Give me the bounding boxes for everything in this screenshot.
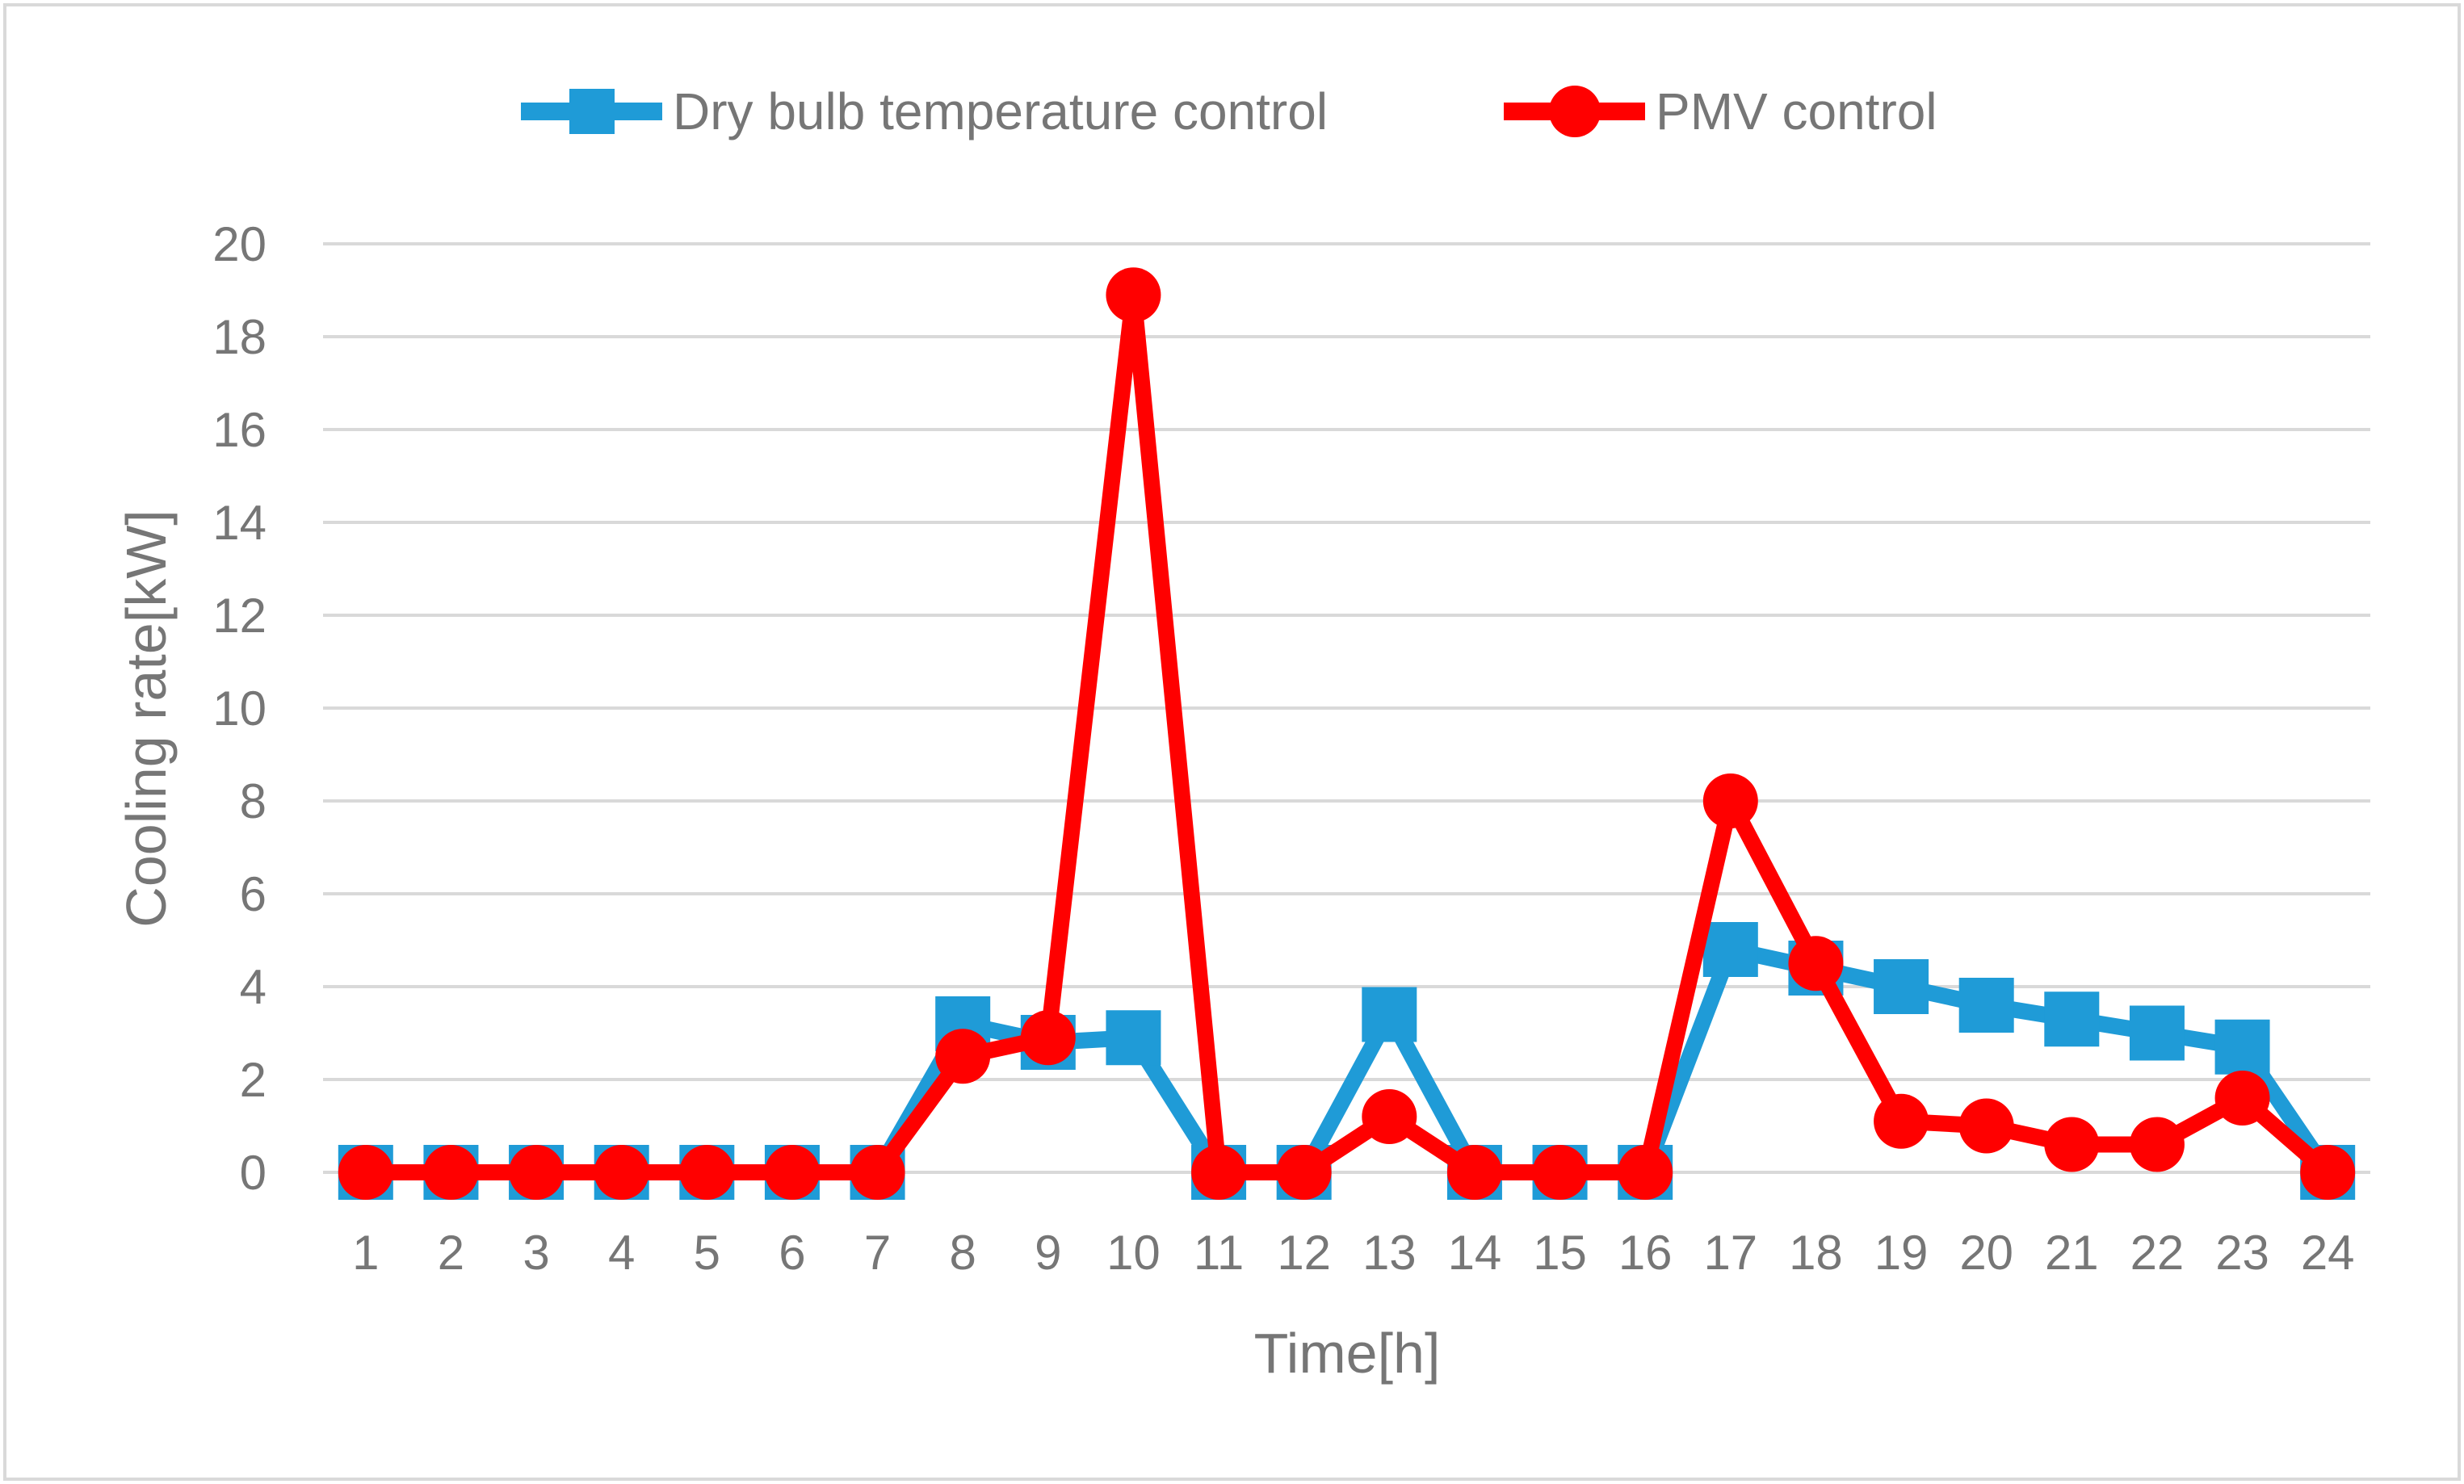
x-tick-label-13: 13 xyxy=(1362,1226,1417,1280)
data-point-pmv-5[interactable] xyxy=(679,1145,735,1200)
y-tick-label-0: 0 xyxy=(240,1146,267,1200)
data-point-pmv-14[interactable] xyxy=(1446,1145,1502,1200)
data-point-dry-bulb-17[interactable] xyxy=(1702,922,1758,977)
y-tick-label-2: 2 xyxy=(240,1053,267,1107)
data-point-pmv-6[interactable] xyxy=(764,1145,820,1200)
data-point-dry-bulb-10[interactable] xyxy=(1106,1010,1161,1066)
y-tick-label-10: 10 xyxy=(212,681,267,736)
x-tick-label-16: 16 xyxy=(1618,1226,1673,1280)
legend-marker-circle-icon xyxy=(1549,86,1601,137)
x-tick-label-12: 12 xyxy=(1277,1226,1331,1280)
data-point-dry-bulb-19[interactable] xyxy=(1874,959,1929,1014)
legend-label-dry-bulb: Dry bulb temperature control xyxy=(673,82,1328,140)
x-tick-label-11: 11 xyxy=(1194,1226,1244,1280)
y-tick-label-14: 14 xyxy=(212,496,267,550)
data-point-dry-bulb-21[interactable] xyxy=(2044,991,2100,1047)
y-tick-label-8: 8 xyxy=(240,774,267,828)
data-point-pmv-15[interactable] xyxy=(1532,1145,1588,1200)
x-tick-label-14: 14 xyxy=(1448,1226,1502,1280)
y-tick-label-4: 4 xyxy=(240,960,267,1014)
x-tick-label-4: 4 xyxy=(608,1226,635,1280)
x-tick-label-24: 24 xyxy=(2301,1226,2355,1280)
data-point-pmv-18[interactable] xyxy=(1788,936,1844,991)
x-tick-label-15: 15 xyxy=(1533,1226,1587,1280)
data-point-pmv-10[interactable] xyxy=(1106,267,1161,323)
data-point-pmv-12[interactable] xyxy=(1276,1145,1332,1200)
legend-label-pmv: PMV control xyxy=(1656,82,1937,140)
data-point-pmv-9[interactable] xyxy=(1020,1010,1076,1066)
x-tick-label-20: 20 xyxy=(1959,1226,2013,1280)
x-tick-label-8: 8 xyxy=(950,1226,976,1280)
x-axis-title: Time[h] xyxy=(1254,1322,1441,1385)
x-tick-label-3: 3 xyxy=(523,1226,549,1280)
y-tick-label-16: 16 xyxy=(212,403,267,457)
y-axis-title: Cooling rate[kW] xyxy=(115,509,178,927)
legend: Dry bulb temperature control PMV control xyxy=(521,82,1937,140)
x-tick-label-1: 1 xyxy=(352,1226,379,1280)
data-point-pmv-21[interactable] xyxy=(2044,1117,2100,1172)
data-point-dry-bulb-23[interactable] xyxy=(2214,1019,2270,1075)
data-point-pmv-24[interactable] xyxy=(2300,1145,2356,1200)
y-tick-label-6: 6 xyxy=(240,867,267,921)
data-point-pmv-3[interactable] xyxy=(509,1145,565,1200)
data-point-pmv-1[interactable] xyxy=(338,1145,393,1200)
data-point-pmv-19[interactable] xyxy=(1874,1093,1929,1149)
chart-frame xyxy=(3,3,2461,1481)
data-point-pmv-7[interactable] xyxy=(850,1145,905,1200)
x-axis-ticks: 1 2 3 4 5 6 7 8 9 10 11 12 13 14 15 16 17 18 19 20 21 22 23 24 xyxy=(352,1226,2354,1280)
y-tick-label-20: 20 xyxy=(212,217,267,271)
legend-item-pmv[interactable]: PMV control xyxy=(1504,82,1937,140)
data-point-pmv-23[interactable] xyxy=(2214,1071,2270,1126)
series-layer xyxy=(338,267,2356,1200)
data-point-pmv-16[interactable] xyxy=(1618,1145,1673,1200)
data-point-pmv-2[interactable] xyxy=(423,1145,479,1200)
data-point-pmv-8[interactable] xyxy=(935,1029,991,1084)
y-tick-label-12: 12 xyxy=(212,589,267,643)
x-tick-label-17: 17 xyxy=(1703,1226,1757,1280)
x-tick-label-21: 21 xyxy=(2045,1226,2099,1280)
x-tick-label-9: 9 xyxy=(1035,1226,1061,1280)
data-point-dry-bulb-22[interactable] xyxy=(2129,1005,2185,1061)
x-tick-label-19: 19 xyxy=(1874,1226,1929,1280)
data-point-pmv-22[interactable] xyxy=(2129,1117,2185,1172)
y-axis-ticks: 0 2 4 6 8 10 12 14 16 18 20 xyxy=(212,217,267,1200)
data-point-dry-bulb-13[interactable] xyxy=(1362,987,1417,1042)
x-tick-label-22: 22 xyxy=(2130,1226,2185,1280)
legend-item-dry-bulb[interactable]: Dry bulb temperature control xyxy=(521,82,1328,140)
data-point-pmv-4[interactable] xyxy=(594,1145,649,1200)
x-tick-label-18: 18 xyxy=(1789,1226,1843,1280)
x-tick-label-5: 5 xyxy=(694,1226,720,1280)
x-tick-label-6: 6 xyxy=(779,1226,805,1280)
data-point-pmv-13[interactable] xyxy=(1362,1089,1417,1144)
data-point-dry-bulb-20[interactable] xyxy=(1958,978,2014,1033)
x-tick-label-2: 2 xyxy=(438,1226,464,1280)
data-point-pmv-11[interactable] xyxy=(1191,1145,1247,1200)
y-tick-label-18: 18 xyxy=(212,310,267,364)
data-point-pmv-20[interactable] xyxy=(1958,1098,2014,1154)
data-point-pmv-17[interactable] xyxy=(1702,773,1758,828)
legend-marker-square-icon xyxy=(569,89,615,134)
x-tick-label-7: 7 xyxy=(864,1226,891,1280)
x-tick-label-23: 23 xyxy=(2215,1226,2269,1280)
x-tick-label-10: 10 xyxy=(1106,1226,1161,1280)
